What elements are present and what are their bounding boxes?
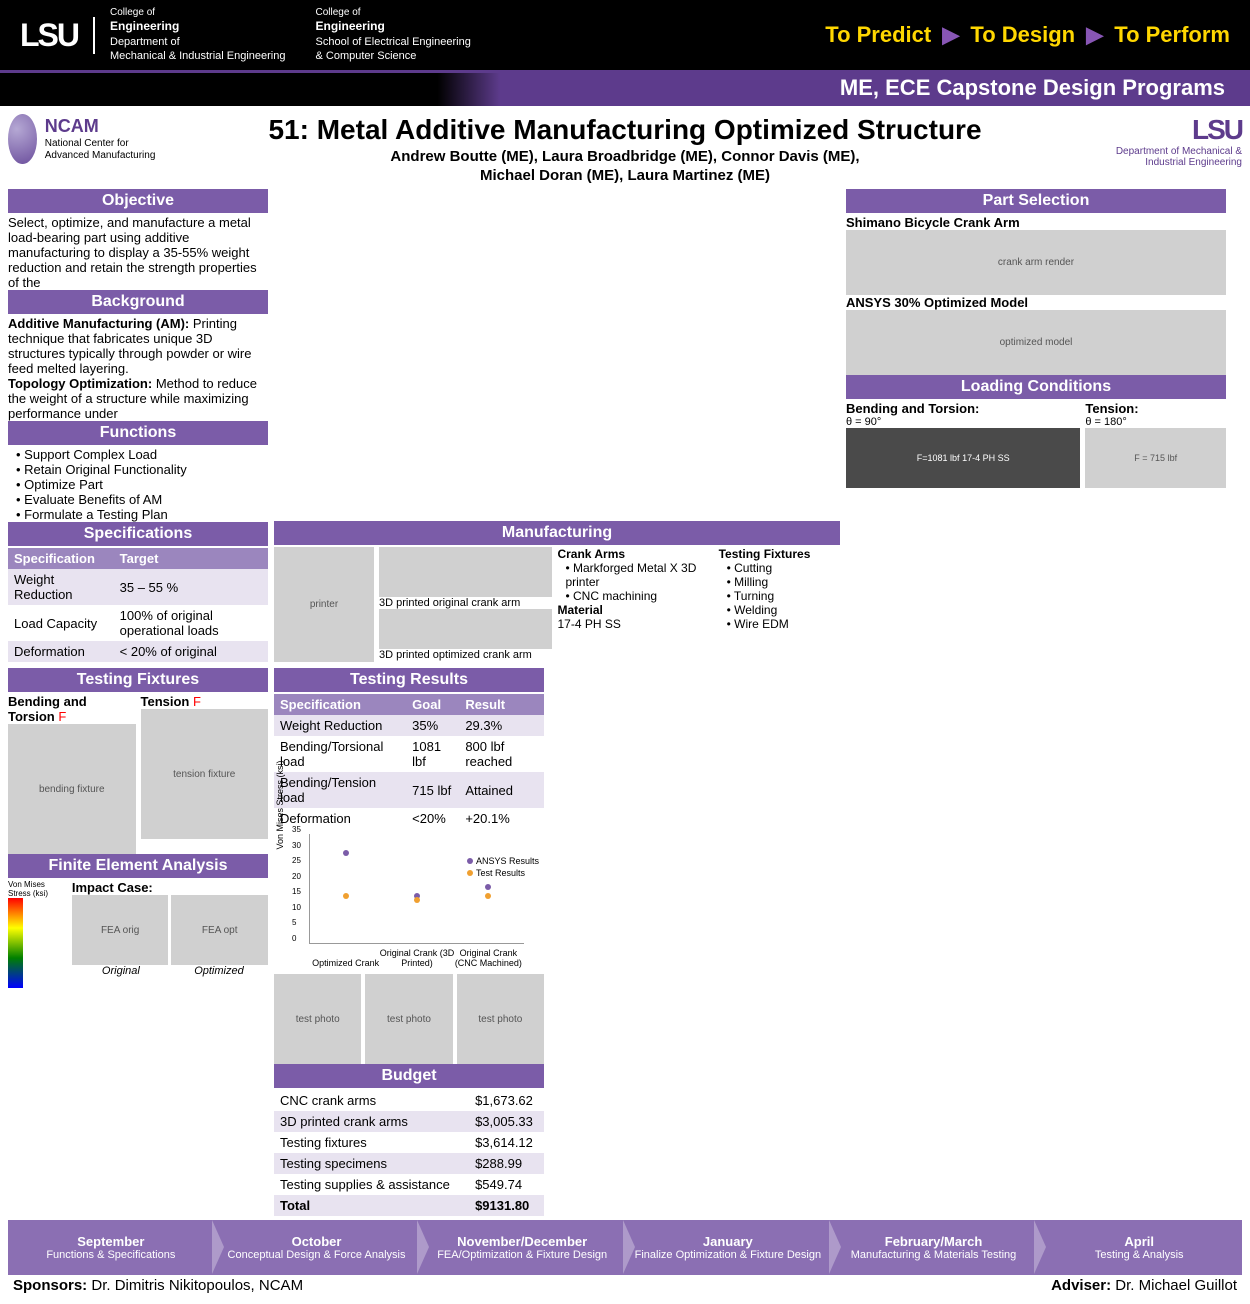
col-4: Testing Results SpecificationGoalResultW… [274,668,544,1216]
mfg-photo-3 [379,609,552,649]
optimized-model-image: optimized model [846,310,1226,375]
ncam-icon [8,114,37,164]
timeline-item: AprilTesting & Analysis [1036,1220,1242,1275]
arrow-icon: ▶ [1086,22,1103,47]
loading-bt-diagram: F=1081 lbf 17-4 PH SS [846,428,1080,488]
mfg-photo-2 [379,547,552,597]
budget-header: Budget [274,1064,544,1088]
part-selection-header: Part Selection [846,189,1226,213]
results-chart: 05101520253035Von Mises Stress (ksi)Opti… [309,834,524,944]
fea-header: Finite Element Analysis [8,854,268,878]
test-photo: test photo [274,974,361,1064]
poster: LSU College of Engineering Department of… [0,0,1250,938]
functions-list: Support Complex LoadRetain Original Func… [8,447,268,522]
header-top: LSU College of Engineering Department of… [0,0,1250,70]
test-photo: test photo [365,974,452,1064]
lsu-right: LSU Department of Mechanical & Industria… [1092,114,1242,168]
timeline-item: February/MarchManufacturing & Materials … [831,1220,1037,1275]
spec-table: SpecificationTargetWeight Reduction35 – … [8,548,268,662]
col-1: Objective Select, optimize, and manufact… [8,189,268,662]
objective-text: Select, optimize, and manufacture a meta… [8,215,268,290]
mfg-ca-list: Markforged Metal X 3D printerCNC machini… [557,561,713,603]
loading-t-diagram: F = 715 lbf [1085,428,1226,488]
manufacturing-section: Manufacturing printer 3D printed origina… [274,521,840,662]
mfg-photo-1: printer [274,547,374,662]
ncam-logo: NCAM National Center for Advanced Manufa… [8,114,158,164]
fixture-t-image: tension fixture [141,709,269,839]
main-content: NCAM National Center for Advanced Manufa… [0,106,1250,1304]
title-center: 51: Metal Additive Manufacturing Optimiz… [158,114,1092,184]
specifications-header: Specifications [8,522,268,546]
objective-header: Objective [8,189,268,213]
timeline-item: OctoberConceptual Design & Force Analysi… [214,1220,420,1275]
sponsors-row: Sponsors: Dr. Dimitris Nikitopoulos, NCA… [8,1275,1242,1296]
lsu-logo: LSU [20,17,95,54]
dept-block-ece: College of Engineering School of Electri… [316,6,471,63]
authors: Michael Doran (ME), Laura Martinez (ME) [158,167,1092,184]
title-row: NCAM National Center for Advanced Manufa… [8,114,1242,184]
col-3: Testing Fixtures Bending and Torsion F b… [8,668,268,1216]
poster-title: 51: Metal Additive Manufacturing Optimiz… [158,114,1092,146]
part1-label: Shimano Bicycle Crank Arm [846,215,1226,230]
header-subtitle: ME, ECE Capstone Design Programs [0,70,1250,106]
timeline-item: SeptemberFunctions & Specifications [8,1220,214,1275]
background-header: Background [8,290,268,314]
authors: Andrew Boutte (ME), Laura Broadbridge (M… [158,148,1092,165]
timeline-item: JanuaryFinalize Optimization & Fixture D… [625,1220,831,1275]
timeline: SeptemberFunctions & SpecificationsOctob… [8,1220,1242,1275]
col-2: Part Selection Shimano Bicycle Crank Arm… [846,189,1226,662]
loading-header: Loading Conditions [846,375,1226,399]
content-grid: Objective Select, optimize, and manufact… [8,189,1242,1216]
colorbar-image [8,898,23,988]
testing-results-header: Testing Results [274,668,544,692]
test-photo: test photo [457,974,544,1064]
budget-table: CNC crank arms$1,673.623D printed crank … [274,1090,544,1216]
tagline: To Predict ▶ To Design ▶ To Perform [825,22,1230,48]
timeline-item: November/DecemberFEA/Optimization & Fixt… [419,1220,625,1275]
fixture-bt-image: bending fixture [8,724,136,854]
fea-original-image: FEA orig [72,895,169,965]
testing-fixtures-header: Testing Fixtures [8,668,268,692]
fea-optimized-image: FEA opt [171,895,268,965]
results-table: SpecificationGoalResultWeight Reduction3… [274,694,544,829]
test-photo-row: test photo test photo test photo [274,974,544,1064]
mfg-tf-list: CuttingMillingTurningWeldingWire EDM [719,561,840,631]
arrow-icon: ▶ [942,22,959,47]
part2-label: ANSYS 30% Optimized Model [846,295,1226,310]
background-text: Additive Manufacturing (AM): Printing te… [8,316,268,421]
functions-header: Functions [8,421,268,445]
dept-block-me: College of Engineering Department of Mec… [110,6,286,63]
crank-arm-image: crank arm render [846,230,1226,295]
manufacturing-header: Manufacturing [274,521,840,545]
